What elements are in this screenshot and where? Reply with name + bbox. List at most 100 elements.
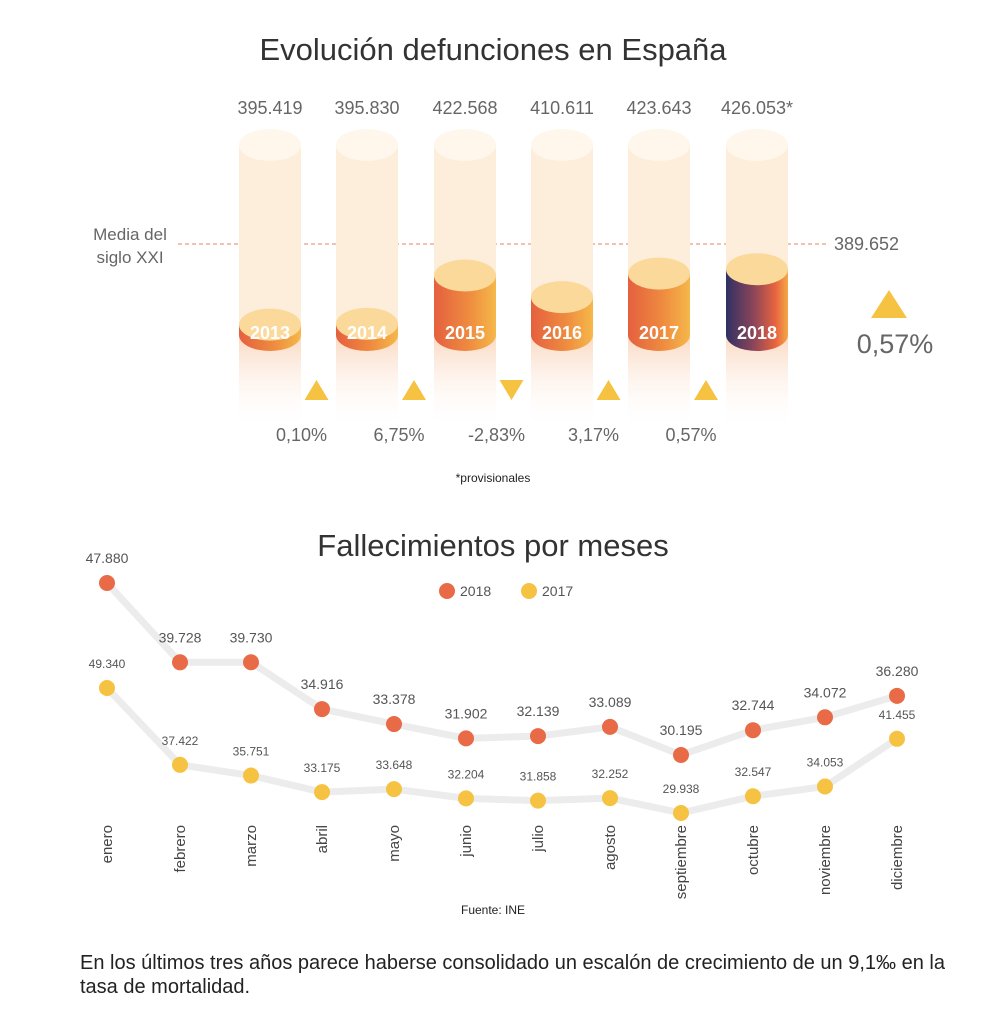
cylinder-bottom [726, 319, 788, 351]
data-point-2018 [889, 687, 905, 704]
cylinder-bottom [531, 319, 593, 351]
value-label: 395.830 [334, 98, 399, 118]
cylinder-cap [336, 307, 398, 340]
month-label: junio [458, 825, 475, 858]
month-label: julio [530, 825, 547, 853]
data-point-2017 [314, 784, 330, 801]
chart-title-monthly-deaths: Fallecimientos por meses [317, 528, 669, 563]
cylinder-cap [239, 308, 301, 341]
legend-label-2018: 2018 [460, 583, 491, 599]
data-label-2018: 33.378 [373, 691, 416, 707]
overall-triangle-up-icon [871, 290, 907, 318]
change-label: 3,17% [568, 425, 619, 445]
data-label-2018: 32.744 [732, 697, 775, 713]
conclusion-text: En los últimos tres años parece haberse … [80, 952, 945, 998]
change-label: -2,83% [468, 425, 525, 445]
legend-marker-2017 [521, 583, 537, 599]
triangle-up-icon [304, 380, 329, 400]
legend-marker-2018 [439, 583, 455, 599]
data-point-2018 [99, 575, 115, 591]
data-point-2018 [530, 728, 546, 745]
media-label-line1: Media del [93, 225, 167, 244]
month-label: diciembre [889, 825, 906, 890]
month-label: noviembre [817, 825, 834, 895]
data-label-2018: 47.880 [86, 550, 129, 566]
monthly-deaths-line-chart: 2018 2017 47.880 39.728 39.730 34.916 33.378 31… [86, 550, 919, 899]
data-label-2018: 32.139 [517, 703, 560, 719]
data-point-2018 [172, 654, 188, 671]
data-label-2017: 37.422 [162, 734, 199, 748]
value-label: 426.053* [721, 98, 793, 118]
legend-label-2017: 2017 [542, 583, 573, 599]
cylinder-cap [434, 259, 496, 292]
data-point-2018 [602, 718, 618, 735]
data-label-2017: 32.204 [448, 767, 485, 781]
change-label: 6,75% [373, 425, 424, 445]
data-point-2017 [386, 781, 402, 798]
data-label-2017: 32.547 [735, 765, 772, 779]
cylinder-bar-2015: 2015 [434, 129, 496, 430]
data-label-2018: 34.072 [804, 684, 847, 700]
data-label-2017: 35.751 [233, 745, 270, 759]
month-label: mayo [386, 825, 403, 862]
month-label: septiembre [673, 825, 690, 899]
data-label-2017: 33.648 [376, 758, 413, 772]
value-label: 423.643 [626, 98, 691, 118]
data-point-2017 [243, 767, 259, 784]
data-label-2017: 34.053 [807, 755, 844, 769]
cylinder-bar-2013: 2013 [239, 129, 301, 430]
cylinder-ghost-body [336, 145, 398, 335]
year-label: 2013 [250, 323, 290, 343]
cylinder-cap [726, 253, 788, 286]
month-label: abril [314, 825, 331, 853]
year-label: 2017 [639, 323, 679, 343]
month-label: marzo [243, 825, 260, 867]
cylinder-ghost-cap [531, 129, 593, 161]
provisional-footnote: *provisionales [455, 471, 531, 485]
data-label-2017: 32.252 [592, 767, 629, 781]
data-point-2017 [99, 680, 115, 696]
data-point-2017 [458, 790, 474, 807]
cylinder-cap [628, 257, 690, 290]
year-label: 2014 [347, 323, 387, 343]
data-label-2017: 49.340 [89, 657, 126, 671]
cylinder-bar-2016: 2016 [531, 129, 593, 430]
triangle-up-icon [694, 380, 718, 400]
year-label: 2018 [737, 323, 777, 343]
year-label: 2015 [445, 323, 485, 343]
value-label: 422.568 [432, 98, 497, 118]
value-label: 395.419 [237, 98, 302, 118]
cylinder-ghost-cap [239, 129, 301, 161]
change-label: 0,10% [276, 425, 327, 445]
data-point-2018 [243, 654, 259, 671]
data-label-2018: 36.280 [876, 663, 919, 679]
year-label: 2016 [542, 323, 582, 343]
triangle-up-icon [402, 380, 426, 400]
data-label-2018: 39.730 [230, 629, 273, 645]
cylinder-ghost-cap [628, 129, 690, 161]
data-point-2018 [745, 722, 761, 739]
data-point-2018 [673, 747, 689, 763]
media-value-label: 389.652 [834, 234, 899, 254]
cylinder-bar-2017: 2017 [628, 129, 690, 430]
data-label-2017: 29.938 [663, 782, 700, 796]
data-label-2018: 34.916 [301, 676, 344, 692]
source-note: Fuente: INE [460, 903, 526, 917]
month-label: enero [99, 825, 116, 863]
overall-change-label: 0,57% [857, 329, 934, 359]
data-point-2017 [817, 778, 833, 795]
cylinder-bottom [628, 319, 690, 351]
data-point-2018 [314, 701, 330, 718]
data-point-2017 [745, 788, 761, 805]
data-label-2017: 41.455 [879, 708, 916, 722]
data-label-2018: 31.902 [445, 705, 488, 721]
series-line-2017 [104, 685, 899, 817]
cylinder-cap [531, 281, 593, 314]
value-label: 410.611 [530, 98, 594, 118]
month-label: octubre [745, 825, 762, 875]
month-label: febrero [172, 825, 189, 873]
data-point-2018 [817, 709, 833, 726]
media-label-line2: siglo XXI [96, 248, 163, 267]
data-point-2017 [172, 756, 188, 773]
cylinder-bar-2018: 2018 [726, 129, 788, 430]
